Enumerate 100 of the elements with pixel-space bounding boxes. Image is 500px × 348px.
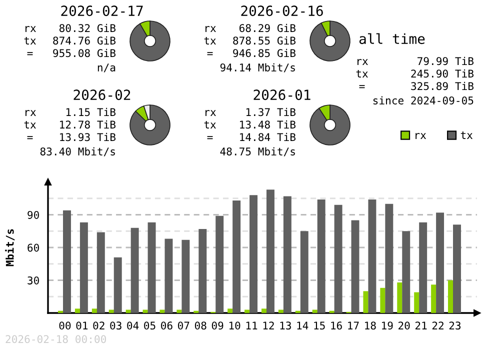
x-tick-label: 20 [398,322,410,330]
text: 68.29 GiB [239,24,296,32]
bar [431,284,436,313]
text: 955.08 GiB [53,48,116,58]
bar [130,228,139,313]
text: 14.84 TiB [240,132,296,142]
text: rx [26,26,36,32]
chart-title: 2026-01 [254,90,310,100]
bar [114,257,122,313]
bar [397,282,402,313]
bar [266,190,274,313]
bar [380,288,386,313]
bar [414,292,420,313]
bar [334,204,342,313]
chart-title: 2026-02-16 [241,6,323,16]
text: 79.99 TiB [418,56,474,66]
text: n/a [98,64,116,72]
bar [176,310,182,313]
text: tx [204,37,216,44]
text: 48.75 Mbit/s [220,147,295,156]
text: tx [356,70,368,78]
donut-slice [310,20,350,62]
x-tick-label: 08 [194,322,206,330]
text: 874.76 GiB [53,36,116,45]
text: rx [358,59,368,65]
bar [448,280,454,313]
x-tick-label: 17 [348,322,359,330]
bar [300,231,308,313]
bar [198,228,207,313]
text: 1.15 TiB [66,108,116,116]
text: 946.85 GiB [233,48,296,58]
text: 94.14 Mbit/s [220,63,295,72]
x-tick-label: 19 [382,322,393,330]
x-tick-label: 06 [161,322,172,330]
y-tick-label: 90 [28,210,39,219]
bar [216,216,224,313]
text: tx [24,121,36,128]
bar [385,204,394,313]
text: 245.90 TiB [411,69,474,78]
bar [182,240,190,313]
donut-slice [310,104,350,146]
x-tick-label: 00 [59,322,71,330]
bar [63,210,71,313]
bar [228,308,233,313]
chart-title: 2026-02 [74,90,130,100]
bar [164,238,173,313]
text: 1.37 TiB [246,108,296,116]
y-tick-label: 30 [28,276,39,284]
text: rx [26,110,36,116]
x-tick-label: 14 [297,322,308,330]
x-tick-label: 01 [76,322,88,330]
text: rx [206,110,216,116]
bar [436,212,444,313]
bar [92,308,98,313]
bar [142,310,148,313]
x-tick-label: 03 [110,322,122,330]
bar [261,308,267,313]
donut-slice [130,104,170,146]
bar [278,310,284,313]
x-tick-label: 16 [331,322,342,330]
text: 13.93 TiB [60,132,116,142]
text: = [27,52,33,56]
x-tick-label: 13 [280,322,291,330]
bar [108,310,114,313]
bar [80,222,88,313]
bar [312,310,318,313]
text: 83.40 Mbit/s [40,147,115,156]
bar [402,231,410,313]
bar [368,199,376,313]
x-tick-label: 12 [263,322,274,330]
bar [419,222,428,313]
bar [317,199,326,313]
text: 13.48 TiB [240,120,296,129]
chart-title: 2026-02-17 [61,6,143,16]
text: tx [204,121,216,128]
text: = [207,136,213,140]
x-tick-label: 07 [178,322,190,330]
x-tick-label: 11 [246,322,258,330]
legend-label: rx [416,133,426,139]
bar [232,200,241,313]
x-tick-label: 05 [144,322,156,330]
legend-label: tx [460,132,473,139]
x-tick-label: 10 [229,322,240,330]
x-tick-label: 02 [93,322,104,330]
donut-slice [130,20,170,62]
text: since 2024-09-05 [373,96,474,104]
y-tick-label: 60 [28,244,39,252]
text: 325.89 TiB [411,82,474,90]
text: all time [359,33,425,44]
x-tick-label: 15 [314,322,325,330]
bar [148,222,156,313]
bar [453,224,461,313]
x-tick-label: 09 [212,322,224,330]
bar [351,220,360,313]
text: = [207,52,213,56]
text: 80.32 GiB [59,24,116,32]
bar [244,310,250,313]
text: 12.78 TiB [60,120,116,129]
text: tx [24,37,36,44]
bar [74,308,80,313]
